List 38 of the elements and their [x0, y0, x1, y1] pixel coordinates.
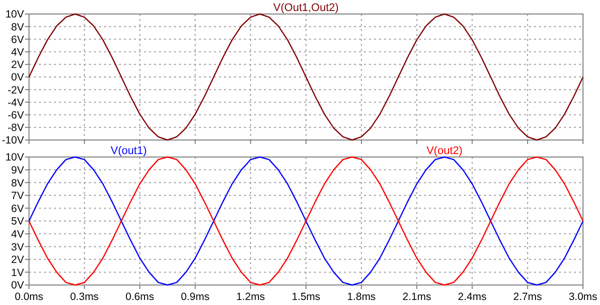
y-tick-label: -4V: [8, 96, 24, 109]
y-tick-label: 10V: [5, 8, 24, 21]
x-tick-label: 0.9ms: [180, 291, 210, 303]
x-tick-label: 1.5ms: [292, 291, 320, 303]
y-tick-label: -8V: [8, 122, 24, 134]
y-tick-label: 4V: [11, 228, 24, 240]
line-series: [28, 156, 584, 286]
x-tick-label: 1.2ms: [236, 291, 265, 303]
y-tick-label: 1V: [11, 266, 24, 279]
text: V(out2): [426, 145, 463, 157]
x-tick-label: 2.7ms: [513, 291, 542, 303]
y-tick-label: -6V: [8, 109, 24, 122]
x-tick-label: 2.1ms: [402, 291, 432, 303]
y-tick-label: 0V: [11, 72, 24, 84]
y-tick-label: 6V: [11, 202, 24, 215]
y-tick-label: 4V: [11, 46, 24, 58]
x-tick-label: 1.8ms: [347, 291, 376, 303]
x-tick-label: 2.4ms: [458, 291, 486, 303]
y-tick-label: 10V: [5, 152, 24, 164]
y-tick-label: 8V: [11, 21, 24, 34]
y-tick-label: -10V: [2, 134, 24, 147]
y-tick-label: 9V: [11, 164, 24, 176]
y-tick-label: 7V: [11, 190, 24, 202]
y-tick-label: 3V: [11, 241, 24, 254]
y-tick-label: -2V: [8, 84, 24, 96]
y-tick-label: 5V: [11, 216, 24, 228]
y-tick-label: 8V: [11, 177, 24, 190]
y-tick-label: 6V: [11, 34, 24, 46]
x-tick-label: 0.0ms: [14, 291, 44, 303]
line-series: [28, 13, 584, 141]
series-label: V(out1): [110, 145, 147, 157]
x-tick-label: 3.0ms: [568, 291, 598, 303]
y-tick-label: 2V: [11, 59, 24, 72]
series-label: V(Out1,Out2): [273, 2, 339, 14]
y-tick-label: 0V: [11, 280, 24, 292]
x-tick-label: 0.6ms: [126, 291, 154, 303]
x-tick-label: 0.3ms: [70, 291, 99, 303]
y-tick-label: 2V: [11, 254, 24, 266]
